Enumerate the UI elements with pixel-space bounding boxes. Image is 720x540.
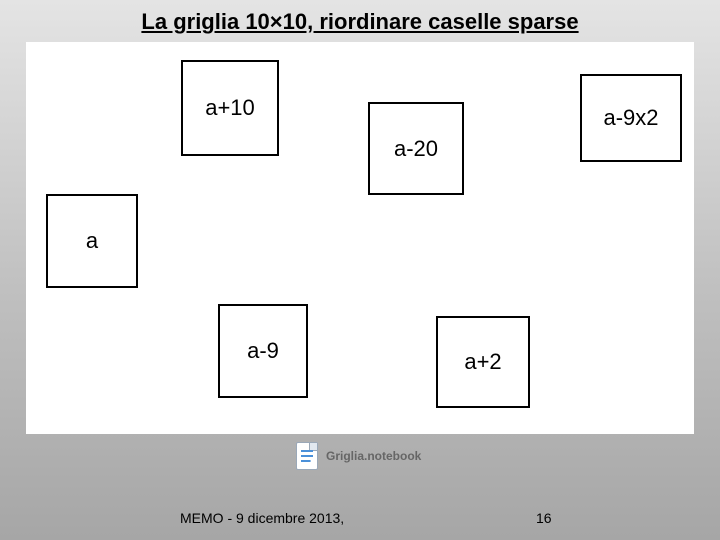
- slide-title: La griglia 10×10, riordinare caselle spa…: [0, 9, 720, 35]
- attachment-filename: Griglia.notebook: [326, 449, 421, 463]
- attachment[interactable]: Griglia.notebook: [296, 442, 421, 470]
- tile[interactable]: a+10: [181, 60, 279, 156]
- tiles-canvas: a+10 a-20 a-9x2 a a-9 a+2: [26, 42, 694, 434]
- notebook-file-icon: [296, 442, 318, 470]
- tile[interactable]: a+2: [436, 316, 530, 408]
- footer-memo-date: MEMO - 9 dicembre 2013,: [180, 510, 344, 526]
- page-number: 16: [536, 510, 552, 526]
- tile[interactable]: a: [46, 194, 138, 288]
- tile[interactable]: a-20: [368, 102, 464, 195]
- tile[interactable]: a-9: [218, 304, 308, 398]
- tile[interactable]: a-9x2: [580, 74, 682, 162]
